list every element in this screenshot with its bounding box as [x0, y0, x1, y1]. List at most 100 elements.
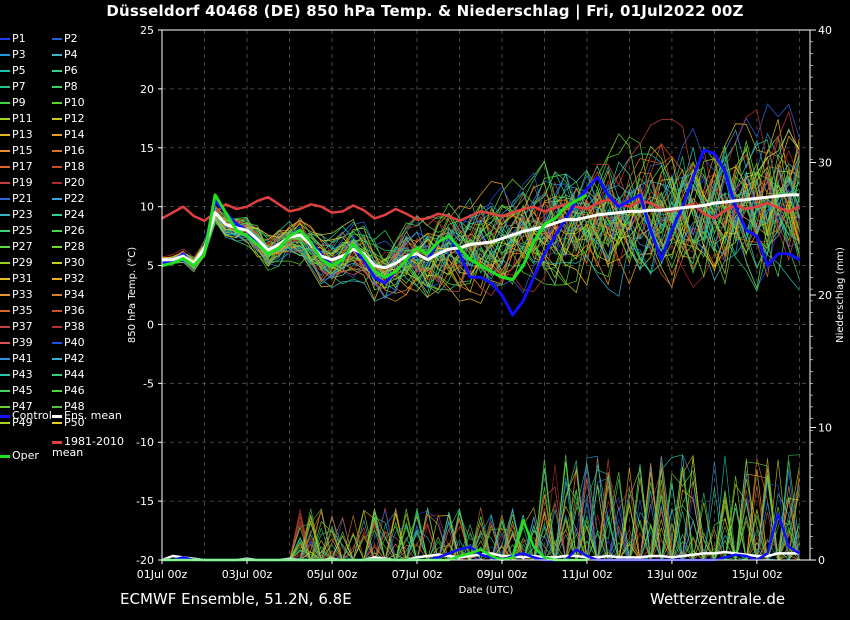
y-tick-label: 15	[140, 142, 154, 155]
legend-item-p4: P4	[52, 48, 78, 61]
legend-item-p43: P43	[0, 368, 33, 381]
legend-item-p41: P41	[0, 352, 33, 365]
legend-swatch	[52, 182, 62, 184]
member-line-48	[161, 162, 800, 270]
legend-label: P48	[64, 400, 85, 413]
legend-label: P21	[12, 192, 33, 205]
member-precip-30	[162, 458, 800, 561]
legend-label: P46	[64, 384, 85, 397]
y-axis-label: 850 hPa Temp. (°C)	[127, 247, 138, 343]
legend-swatch	[0, 390, 10, 392]
member-precip-12	[162, 459, 800, 562]
legend-item-p3: P3	[0, 48, 26, 61]
legend-label: P37	[12, 320, 33, 333]
member-precip-20	[162, 464, 800, 561]
legend-item-p42: P42	[52, 352, 85, 365]
legend-swatch	[52, 118, 62, 120]
legend-label: P33	[12, 288, 33, 301]
legend-swatch	[0, 118, 10, 120]
legend-item-p38: P38	[52, 320, 85, 333]
plot-frame	[161, 29, 811, 561]
member-precip-39	[162, 466, 800, 562]
legend-item-p32: P32	[52, 272, 85, 285]
legend-item-clim-mean: 1981-2010 mean	[52, 436, 124, 460]
legend-swatch	[52, 70, 62, 72]
legend-item-p1: P1	[0, 32, 26, 45]
legend-swatch	[0, 102, 10, 104]
member-precip-8	[162, 477, 800, 562]
legend-swatch	[0, 198, 10, 200]
legend-label: P27	[12, 240, 33, 253]
legend-swatch	[0, 422, 10, 424]
member-precip-46	[162, 460, 800, 561]
legend-label: P15	[12, 144, 33, 157]
ensemble-members	[161, 103, 800, 304]
legend-item-p5: P5	[0, 64, 26, 77]
legend-item-p29: P29	[0, 256, 33, 269]
member-precip-47	[162, 458, 800, 561]
legend-swatch	[0, 230, 10, 232]
legend-swatch	[52, 414, 62, 418]
legend-label: P17	[12, 160, 33, 173]
legend-label: P23	[12, 208, 33, 221]
legend-swatch	[0, 374, 10, 376]
y2-tick-label: 0	[818, 554, 825, 567]
member-line-49	[161, 148, 800, 291]
legend-swatch	[0, 342, 10, 344]
legend-label: P22	[64, 192, 85, 205]
member-precip-45	[162, 467, 800, 561]
legend-item-p37: P37	[0, 320, 33, 333]
legend-label: P12	[64, 112, 85, 125]
legend-swatch	[52, 102, 62, 104]
member-precip-11	[162, 467, 800, 561]
legend-swatch	[52, 134, 62, 136]
legend-item-p8: P8	[52, 80, 78, 93]
legend-label: P24	[64, 208, 85, 221]
legend-item-p45: P45	[0, 384, 33, 397]
member-line-33	[161, 161, 800, 302]
legend-label: P39	[12, 336, 33, 349]
member-precip-3	[162, 454, 800, 561]
legend-item-p13: P13	[0, 128, 33, 141]
legend-label: 1981-2010 mean	[52, 435, 124, 459]
member-precip-16	[162, 457, 800, 562]
legend-item-p2: P2	[52, 32, 78, 45]
legend-swatch	[0, 166, 10, 168]
legend-label: P6	[64, 64, 78, 77]
legend-label: P30	[64, 256, 85, 269]
legend-swatch	[52, 342, 62, 344]
legend-label: P5	[12, 64, 26, 77]
y2-axis-label: Niederschlag (mm)	[835, 247, 846, 343]
member-precip-15	[162, 463, 800, 561]
member-precip-1	[162, 464, 800, 561]
legend-item-p39: P39	[0, 336, 33, 349]
member-precip-32	[162, 467, 800, 561]
legend-label: P18	[64, 160, 85, 173]
member-precip-41	[162, 461, 800, 562]
legend-label: P28	[64, 240, 85, 253]
legend-label: P3	[12, 48, 26, 61]
legend-label: P43	[12, 368, 33, 381]
y-tick-label: 0	[147, 318, 154, 331]
legend-swatch	[52, 166, 62, 168]
legend-swatch	[52, 441, 62, 444]
legend-swatch	[0, 70, 10, 72]
y-tick-label: -5	[143, 377, 154, 390]
legend-swatch	[52, 374, 62, 376]
legend-label: P25	[12, 224, 33, 237]
oper-line	[161, 193, 588, 282]
legend-item-p46: P46	[52, 384, 85, 397]
legend-item-p11: P11	[0, 112, 33, 125]
legend-item-control: Control	[0, 409, 52, 422]
legend-swatch	[0, 262, 10, 264]
legend-item-p14: P14	[52, 128, 85, 141]
legend-label: P13	[12, 128, 33, 141]
legend-swatch	[0, 214, 10, 216]
legend-label: P7	[12, 80, 26, 93]
member-line-36	[161, 170, 800, 280]
legend-item-p24: P24	[52, 208, 85, 221]
legend-item-p6: P6	[52, 64, 78, 77]
legend-item-p12: P12	[52, 112, 85, 125]
member-precip-49	[162, 466, 800, 561]
